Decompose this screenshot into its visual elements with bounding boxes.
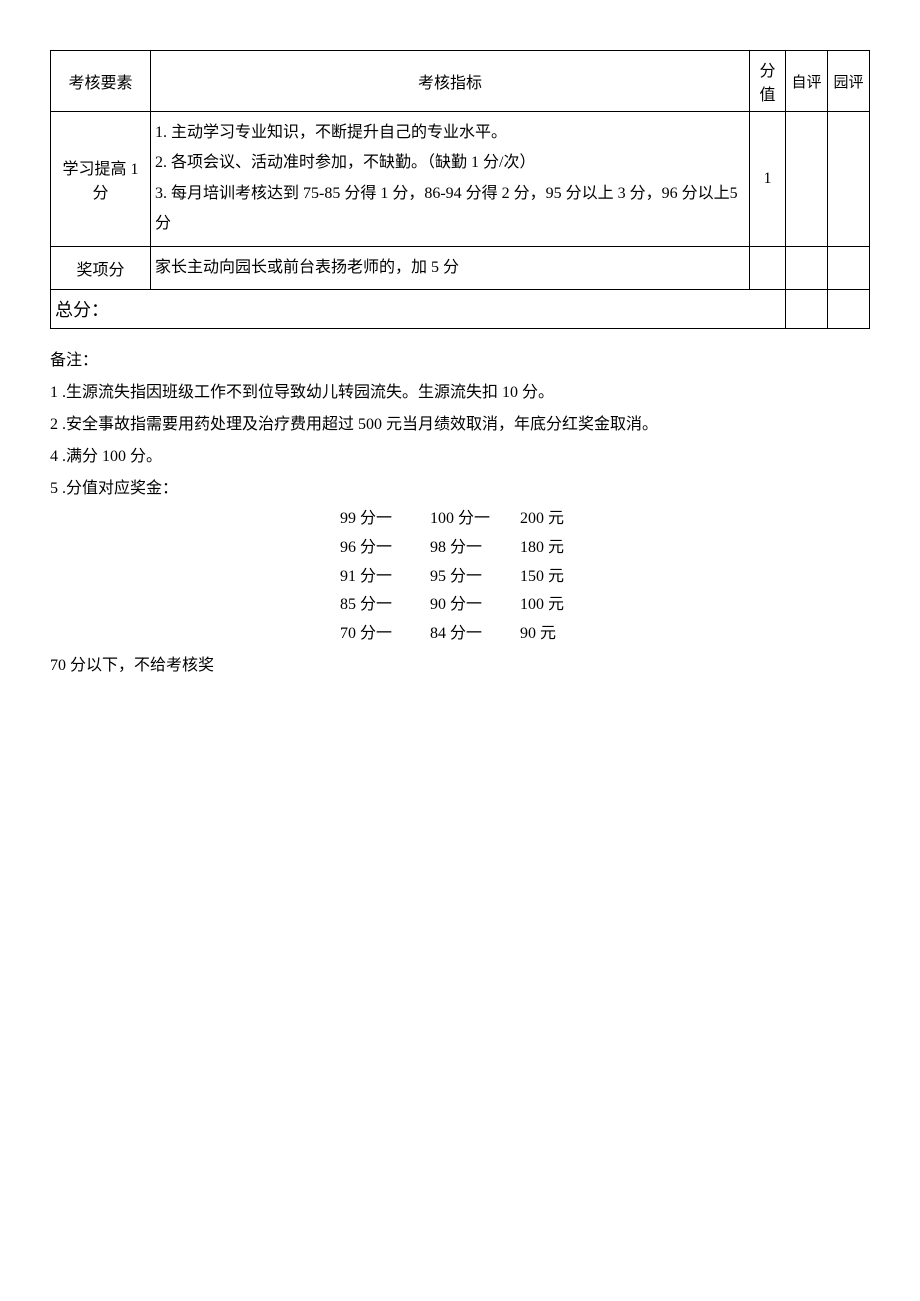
row-element: 学习提高 1分	[51, 112, 151, 247]
bonus-from: 85 分一	[340, 591, 430, 620]
bonus-from: 70 分一	[340, 620, 430, 649]
table-total-row: 总分：	[51, 289, 870, 328]
bonus-row: 70 分一84 分一90 元	[340, 620, 870, 649]
table-header-row: 考核要素 考核指标 分值 自评 园评	[51, 51, 870, 112]
note-item: 5 .分值对应奖金：	[50, 473, 870, 505]
notes-heading: 备注：	[50, 345, 870, 377]
note-item: 2 .安全事故指需要用药处理及治疗费用超过 500 元当月绩效取消，年底分红奖金…	[50, 409, 870, 441]
bonus-to: 90 分一	[430, 591, 520, 620]
total-label: 总分：	[51, 289, 786, 328]
row-self	[786, 112, 828, 247]
bonus-to: 98 分一	[430, 534, 520, 563]
bonus-amount: 100 元	[520, 591, 590, 620]
bonus-row: 99 分一100 分一200 元	[340, 505, 870, 534]
bonus-from: 99 分一	[340, 505, 430, 534]
bonus-amount: 200 元	[520, 505, 590, 534]
header-indicator: 考核指标	[151, 51, 750, 112]
header-score: 分值	[750, 51, 786, 112]
bonus-to: 84 分一	[430, 620, 520, 649]
header-element: 考核要素	[51, 51, 151, 112]
bonus-to: 95 分一	[430, 563, 520, 592]
header-self: 自评	[786, 51, 828, 112]
row-element: 奖项分	[51, 246, 151, 289]
bonus-below-threshold: 70 分以下，不给考核奖	[50, 651, 870, 675]
bonus-from: 91 分一	[340, 563, 430, 592]
bonus-amount: 90 元	[520, 620, 590, 649]
note-item: 4 .满分 100 分。	[50, 441, 870, 473]
table-row: 学习提高 1分 1. 主动学习专业知识，不断提升自己的专业水平。 2. 各项会议…	[51, 112, 870, 247]
total-garden	[828, 289, 870, 328]
bonus-amount: 180 元	[520, 534, 590, 563]
row-self	[786, 246, 828, 289]
note-item: 1 .生源流失指因班级工作不到位导致幼儿转园流失。生源流失扣 10 分。	[50, 377, 870, 409]
criteria-line: 家长主动向园长或前台表扬老师的，加 5 分	[155, 253, 745, 283]
total-self	[786, 289, 828, 328]
bonus-amount: 150 元	[520, 563, 590, 592]
notes-section: 备注： 1 .生源流失指因班级工作不到位导致幼儿转园流失。生源流失扣 10 分。…	[50, 345, 870, 505]
criteria-line: 2. 各项会议、活动准时参加，不缺勤。（缺勤 1 分/次）	[155, 148, 745, 178]
table-row: 奖项分 家长主动向园长或前台表扬老师的，加 5 分	[51, 246, 870, 289]
criteria-line: 3. 每月培训考核达到 75-85 分得 1 分，86-94 分得 2 分，95…	[155, 179, 745, 240]
row-criteria: 1. 主动学习专业知识，不断提升自己的专业水平。 2. 各项会议、活动准时参加，…	[151, 112, 750, 247]
bonus-to: 100 分一	[430, 505, 520, 534]
row-score	[750, 246, 786, 289]
bonus-row: 85 分一90 分一100 元	[340, 591, 870, 620]
criteria-line: 1. 主动学习专业知识，不断提升自己的专业水平。	[155, 118, 745, 148]
row-garden	[828, 246, 870, 289]
header-garden: 园评	[828, 51, 870, 112]
bonus-table: 99 分一100 分一200 元 96 分一98 分一180 元 91 分一95…	[340, 505, 870, 649]
bonus-row: 91 分一95 分一150 元	[340, 563, 870, 592]
assessment-table: 考核要素 考核指标 分值 自评 园评 学习提高 1分 1. 主动学习专业知识，不…	[50, 50, 870, 329]
bonus-from: 96 分一	[340, 534, 430, 563]
row-score: 1	[750, 112, 786, 247]
bonus-row: 96 分一98 分一180 元	[340, 534, 870, 563]
row-criteria: 家长主动向园长或前台表扬老师的，加 5 分	[151, 246, 750, 289]
row-garden	[828, 112, 870, 247]
